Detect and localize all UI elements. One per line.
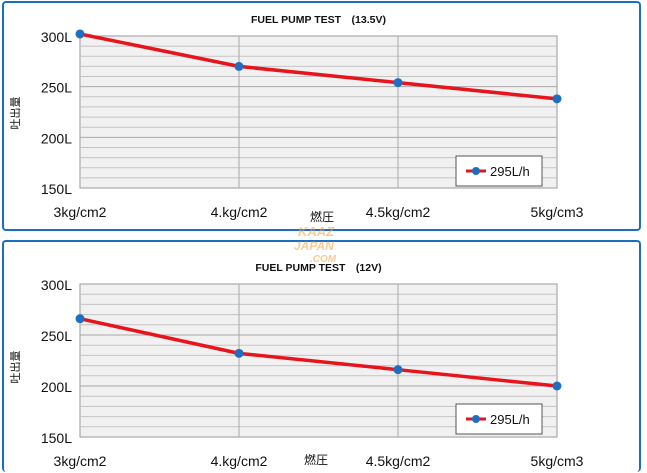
chart-panel-13-5v: 300L 250L 200L 150L 3kg/cm2 4.kg/cm2 4.5kg/cm2… <box>2 1 641 231</box>
x-tick-label: 3kg/cm2 <box>54 453 107 469</box>
y-tick-label: 250L <box>41 328 72 344</box>
data-point <box>234 61 244 71</box>
data-point <box>75 314 85 324</box>
x-tick-label: 5kg/cm3 <box>531 204 584 220</box>
y-tick-label: 200L <box>41 130 72 146</box>
y-axis-label: 吐出量 <box>8 97 22 130</box>
chart-panel-12v: 300L 250L 200L 150L 3kg/cm2 4.kg/cm2 4.5kg/cm2… <box>2 240 641 472</box>
x-tick-label: 4.5kg/cm2 <box>366 453 431 469</box>
chart-title: FUEL PUMP TEST (13.5V) <box>251 14 386 26</box>
data-point <box>234 348 244 358</box>
data-point <box>552 381 562 391</box>
y-tick-label: 300L <box>41 29 72 45</box>
legend-marker <box>472 167 480 175</box>
data-point <box>75 29 85 39</box>
data-point <box>552 94 562 104</box>
x-axis-label: 燃圧 <box>304 452 328 467</box>
series-line <box>79 316 558 388</box>
data-point <box>393 78 403 88</box>
x-tick-label: 4.kg/cm2 <box>211 453 268 469</box>
legend-marker <box>472 415 480 423</box>
y-tick-label: 300L <box>41 277 72 293</box>
series-line <box>79 32 558 101</box>
legend-label: 295L/h <box>490 412 530 427</box>
chart-svg: 300L 250L 200L 150L 3kg/cm2 4.kg/cm2 4.5kg/cm2… <box>8 14 584 224</box>
y-tick-label: 150L <box>41 430 72 446</box>
y-tick-label: 200L <box>41 379 72 395</box>
y-tick-label: 250L <box>41 80 72 96</box>
x-tick-label: 3kg/cm2 <box>54 204 107 220</box>
y-axis-label: 吐出量 <box>8 351 22 384</box>
y-tick-label: 150L <box>41 181 72 197</box>
data-point <box>393 365 403 375</box>
chart-title: FUEL PUMP TEST (12V) <box>255 262 381 274</box>
chart-svg: 300L 250L 200L 150L 3kg/cm2 4.kg/cm2 4.5kg/cm2… <box>8 262 584 469</box>
legend-label: 295L/h <box>490 164 530 179</box>
x-tick-label: 5kg/cm3 <box>531 453 584 469</box>
x-axis-label: 燃圧 <box>310 209 334 224</box>
x-tick-label: 4.5kg/cm2 <box>366 204 431 220</box>
x-tick-label: 4.kg/cm2 <box>211 204 268 220</box>
